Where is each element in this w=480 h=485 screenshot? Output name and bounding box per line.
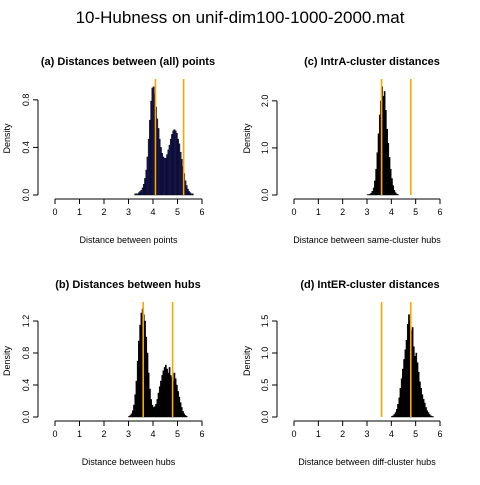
x-tick-label: 4 [389,429,394,439]
y-tick-label: 0.4 [21,141,31,154]
y-tick-label: 1.5 [260,315,270,328]
x-tick-label: 4 [150,207,155,217]
y-tick-label: 1.0 [260,142,270,155]
x-tick-label: 6 [199,429,204,439]
x-tick-label: 1 [77,429,82,439]
x-axis-label: Distance between diff-cluster hubs [298,457,436,467]
x-tick-label: 4 [389,207,394,217]
histogram-bar [186,416,187,417]
x-axis-label: Distance between points [79,235,178,245]
panel-title: (b) Distances between hubs [55,279,200,291]
y-axis-label: Density [242,123,252,154]
x-axis-label: Distance between hubs [82,457,176,467]
y-tick-label: 0.0 [21,189,31,202]
y-tick-label: 0.8 [21,347,31,360]
y-tick-label: 0.4 [21,379,31,392]
panel-title: (c) IntrA-cluster distances [304,56,440,68]
y-tick-label: 0.0 [260,189,270,202]
x-tick-label: 5 [413,207,418,217]
x-tick-label: 0 [291,429,296,439]
x-tick-label: 0 [291,207,296,217]
panel-title: (d) IntER-cluster distances [300,279,439,291]
x-tick-label: 5 [175,429,180,439]
page-title: 10-Hubness on unif-dim100-1000-2000.mat [76,8,405,27]
y-tick-label: 1.0 [260,347,270,360]
y-tick-label: 0.8 [21,94,31,107]
x-tick-label: 4 [150,429,155,439]
x-tick-label: 6 [199,207,204,217]
x-tick-label: 3 [364,429,369,439]
x-tick-label: 2 [101,207,106,217]
x-tick-label: 6 [437,429,442,439]
x-tick-label: 3 [126,207,131,217]
x-tick-label: 5 [175,207,180,217]
y-tick-label: 1.2 [21,315,31,328]
y-tick-label: 0.5 [260,379,270,392]
x-tick-label: 2 [340,207,345,217]
x-tick-label: 2 [340,429,345,439]
panel-title: (a) Distances between (all) points [41,56,215,68]
histogram-bar [192,194,193,195]
x-tick-label: 6 [437,207,442,217]
y-tick-label: 2.0 [260,95,270,108]
y-axis-label: Density [242,345,252,376]
x-tick-label: 1 [316,207,321,217]
y-axis-label: Density [2,123,12,154]
x-tick-label: 1 [316,429,321,439]
y-axis-label: Density [2,345,12,376]
x-tick-label: 0 [52,429,57,439]
x-tick-label: 1 [77,207,82,217]
y-tick-label: 0.0 [21,411,31,424]
x-tick-label: 3 [126,429,131,439]
x-tick-label: 5 [413,429,418,439]
x-tick-label: 2 [101,429,106,439]
x-tick-label: 0 [52,207,57,217]
x-tick-label: 3 [364,207,369,217]
x-axis-label: Distance between same-cluster hubs [293,235,441,245]
y-tick-label: 0.0 [260,411,270,424]
